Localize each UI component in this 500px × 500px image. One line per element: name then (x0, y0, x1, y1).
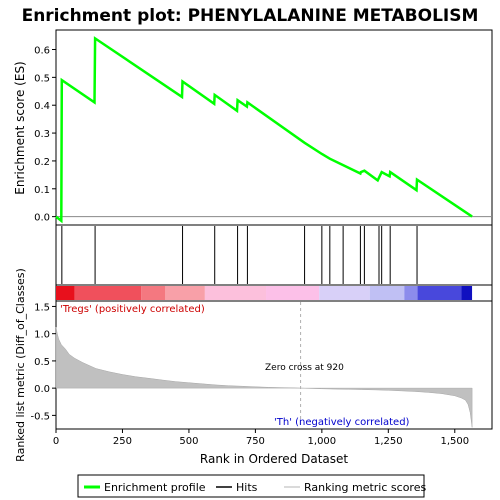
hit-lines (61, 226, 418, 284)
hits-panel (55, 224, 493, 286)
metric-panel-frame (55, 300, 493, 430)
es-y-tick-label: 0.2 (34, 157, 50, 168)
ranking-bar-panel (55, 284, 493, 302)
zero-cross-label: Zero cross at 920 (265, 363, 344, 373)
es-profile (55, 36, 473, 224)
metric-panel: -0.5 0.0 0.5 1.0 1.5 'Tregs' (positively cor… (14, 268, 493, 462)
ranking-bar-segment (404, 286, 418, 300)
es-y-tick-label: 0.3 (34, 129, 50, 140)
x-tick-label: 1,250 (374, 436, 403, 447)
ranking-bar-segment (74, 286, 142, 300)
hits-panel-frame (55, 224, 493, 286)
metric-y-tick-label: -0.5 (30, 411, 50, 422)
ranking-bar-segment (56, 286, 75, 300)
metric-y-tick-label: 1.0 (34, 330, 50, 341)
es-y-tick-label: 0.5 (34, 73, 50, 84)
es-y-tick-label: 0.4 (34, 101, 50, 112)
metric-scores-area (55, 327, 473, 428)
es-profile-line (55, 36, 473, 224)
ranking-bar-segment (319, 286, 370, 300)
ranking-bar-segment (417, 286, 462, 300)
x-tick-label: 0 (53, 436, 59, 447)
negative-class-label: 'Th' (negatively correlated) (274, 417, 410, 428)
es-y-ticks: 0.0 0.1 0.2 0.3 0.4 0.5 0.6 (34, 46, 56, 224)
es-panel-frame (55, 29, 493, 226)
chart-title: Enrichment plot: PHENYLALANINE METABOLIS… (22, 6, 479, 26)
ranking-bar-segment (204, 286, 267, 300)
legend-label: Ranking metric scores (304, 481, 426, 494)
metric-y-tick-label: 1.5 (34, 302, 50, 313)
metric-y-tick-label: 0.5 (34, 357, 50, 368)
es-y-tick-label: 0.1 (34, 185, 50, 196)
ranking-bar-segment (266, 286, 320, 300)
es-panel: 0.0 0.1 0.2 0.3 0.4 0.5 0.6 Enrichment score (… (13, 29, 493, 226)
metric-y-tick-label: 0.0 (34, 384, 50, 395)
ranking-bar-segment (369, 286, 405, 300)
es-y-axis-label: Enrichment score (ES) (13, 61, 27, 194)
ranking-bar-segments (56, 286, 473, 300)
legend-items: Enrichment profile Hits Ranking metric sco… (84, 481, 426, 494)
x-axis-label: Rank in Ordered Dataset (200, 452, 348, 466)
metric-y-axis-label: Ranked list metric (Diff_of_Classes) (14, 268, 27, 462)
legend: Enrichment profile Hits Ranking metric sco… (77, 474, 426, 498)
x-tick-label: 1,000 (308, 436, 337, 447)
legend-label: Enrichment profile (104, 481, 206, 494)
x-tick-label: 1,500 (440, 436, 469, 447)
x-tick-label: 250 (113, 436, 132, 447)
ranking-bar-segment (165, 286, 205, 300)
positive-class-label: 'Tregs' (positively correlated) (60, 304, 205, 315)
x-tick-label: 750 (246, 436, 265, 447)
ranking-bar-segment (461, 286, 473, 300)
metric-y-ticks: -0.5 0.0 0.5 1.0 1.5 (30, 302, 56, 422)
x-axis: 0 250 500 750 1,000 1,250 1,500 (53, 429, 469, 447)
legend-frame (77, 474, 425, 498)
ranking-bar-segment (141, 286, 165, 300)
legend-label: Hits (236, 481, 258, 494)
x-tick-label: 500 (179, 436, 198, 447)
es-y-tick-label: 0.6 (34, 46, 50, 57)
es-y-tick-label: 0.0 (34, 213, 50, 224)
metric-area (55, 327, 473, 428)
